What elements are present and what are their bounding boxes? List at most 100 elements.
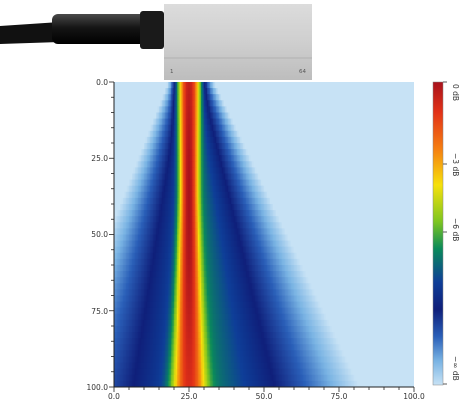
heatmap-cell: [370, 228, 373, 235]
heatmap-cell: [262, 143, 265, 150]
heatmap-cell: [283, 143, 286, 150]
heatmap-cell: [393, 82, 395, 89]
heatmap-cell: [142, 185, 145, 193]
heatmap-cell: [298, 167, 301, 174]
heatmap-cell: [229, 228, 232, 235]
heatmap-cell: [141, 106, 143, 113]
heatmap-cell: [195, 185, 197, 193]
heatmap-cell: [325, 216, 328, 223]
heatmap-cell: [205, 204, 208, 211]
heatmap-cell: [180, 88, 182, 95]
heatmap-cell: [124, 167, 127, 174]
heatmap-cell: [382, 216, 385, 223]
heatmap-cell: [271, 173, 274, 180]
heatmap-cell: [376, 118, 379, 126]
heatmap-cell: [181, 197, 184, 205]
heatmap-cell: [118, 136, 121, 144]
heatmap-cell: [186, 167, 188, 174]
heatmap-cell: [163, 118, 166, 126]
heatmap-cell: [280, 161, 283, 168]
heatmap-cell: [334, 124, 337, 132]
heatmap-cell: [237, 179, 239, 187]
heatmap-cell: [405, 136, 407, 144]
heatmap-cell: [231, 94, 233, 101]
heatmap-cell: [253, 185, 256, 193]
heatmap-cell: [193, 118, 196, 126]
heatmap-cell: [340, 185, 343, 193]
heatmap-cell: [154, 118, 157, 126]
heatmap-cell: [175, 124, 178, 132]
heatmap-cell: [396, 216, 398, 223]
heatmap-cell: [385, 197, 388, 205]
heatmap-cell: [225, 161, 227, 168]
heatmap-cell: [298, 106, 301, 113]
heatmap-cell: [310, 216, 313, 223]
heatmap-cell: [142, 167, 145, 174]
heatmap-cell: [304, 204, 307, 211]
heatmap-cell: [406, 100, 409, 107]
heatmap-cell: [318, 222, 320, 229]
heatmap-cell: [229, 210, 232, 217]
heatmap-cell: [168, 197, 170, 205]
heatmap-cell: [213, 210, 215, 217]
heatmap-cell: [141, 82, 143, 89]
heatmap-cell: [250, 179, 253, 187]
heatmap-cell: [178, 106, 181, 113]
heatmap-cell: [262, 161, 265, 168]
heatmap-cell: [157, 136, 160, 144]
heatmap-cell: [321, 94, 323, 101]
heatmap-cell: [370, 167, 373, 174]
heatmap-cell: [216, 179, 218, 187]
heatmap-cell: [201, 106, 203, 113]
heatmap-cell: [361, 136, 364, 144]
heatmap-cell: [391, 130, 394, 138]
heatmap-cell: [327, 94, 329, 101]
heatmap-cell: [303, 210, 305, 217]
heatmap-cell: [226, 161, 229, 168]
heatmap-cell: [150, 124, 152, 132]
heatmap-cell: [301, 136, 304, 144]
heatmap-cell: [360, 106, 362, 113]
heatmap-cell: [342, 143, 344, 150]
heatmap-cell: [166, 204, 169, 211]
heatmap-cell: [297, 210, 299, 217]
heatmap-cell: [163, 204, 166, 211]
heatmap-cell: [199, 210, 202, 217]
heatmap-cell: [184, 136, 187, 144]
heatmap-cell: [277, 106, 280, 113]
heatmap-cell: [121, 228, 124, 235]
heatmap-cell: [225, 88, 227, 95]
heatmap-cell: [372, 130, 374, 138]
heatmap-cell: [361, 94, 364, 101]
heatmap-cell: [160, 94, 163, 101]
heatmap-cell: [324, 118, 326, 126]
heatmap-cell: [168, 118, 170, 126]
heatmap-cell: [354, 179, 356, 187]
heatmap-cell: [237, 228, 239, 235]
heatmap-cell: [337, 204, 340, 211]
heatmap-cell: [361, 179, 364, 187]
heatmap-cell: [231, 161, 233, 168]
heatmap-cell: [243, 136, 245, 144]
heatmap-cell: [405, 216, 407, 223]
heatmap-cell: [190, 82, 193, 89]
heatmap-cell: [397, 82, 400, 89]
heatmap-cell: [270, 228, 272, 235]
heatmap-cell: [330, 228, 332, 235]
heatmap-cell: [265, 216, 268, 223]
heatmap-cell: [399, 173, 401, 180]
heatmap-cell: [387, 88, 389, 95]
heatmap-cell: [136, 112, 139, 119]
heatmap-cell: [339, 191, 341, 199]
heatmap-cell: [189, 149, 191, 156]
heatmap-cell: [183, 124, 185, 132]
heatmap-cell: [267, 143, 269, 150]
heatmap-cell: [319, 149, 322, 156]
heatmap-cell: [157, 149, 160, 156]
heatmap-cell: [358, 155, 361, 162]
heatmap-cell: [337, 112, 340, 119]
heatmap-cell: [360, 179, 362, 187]
heatmap-cell: [298, 143, 301, 150]
heatmap-cell: [207, 173, 209, 180]
heatmap-cell: [115, 149, 118, 156]
